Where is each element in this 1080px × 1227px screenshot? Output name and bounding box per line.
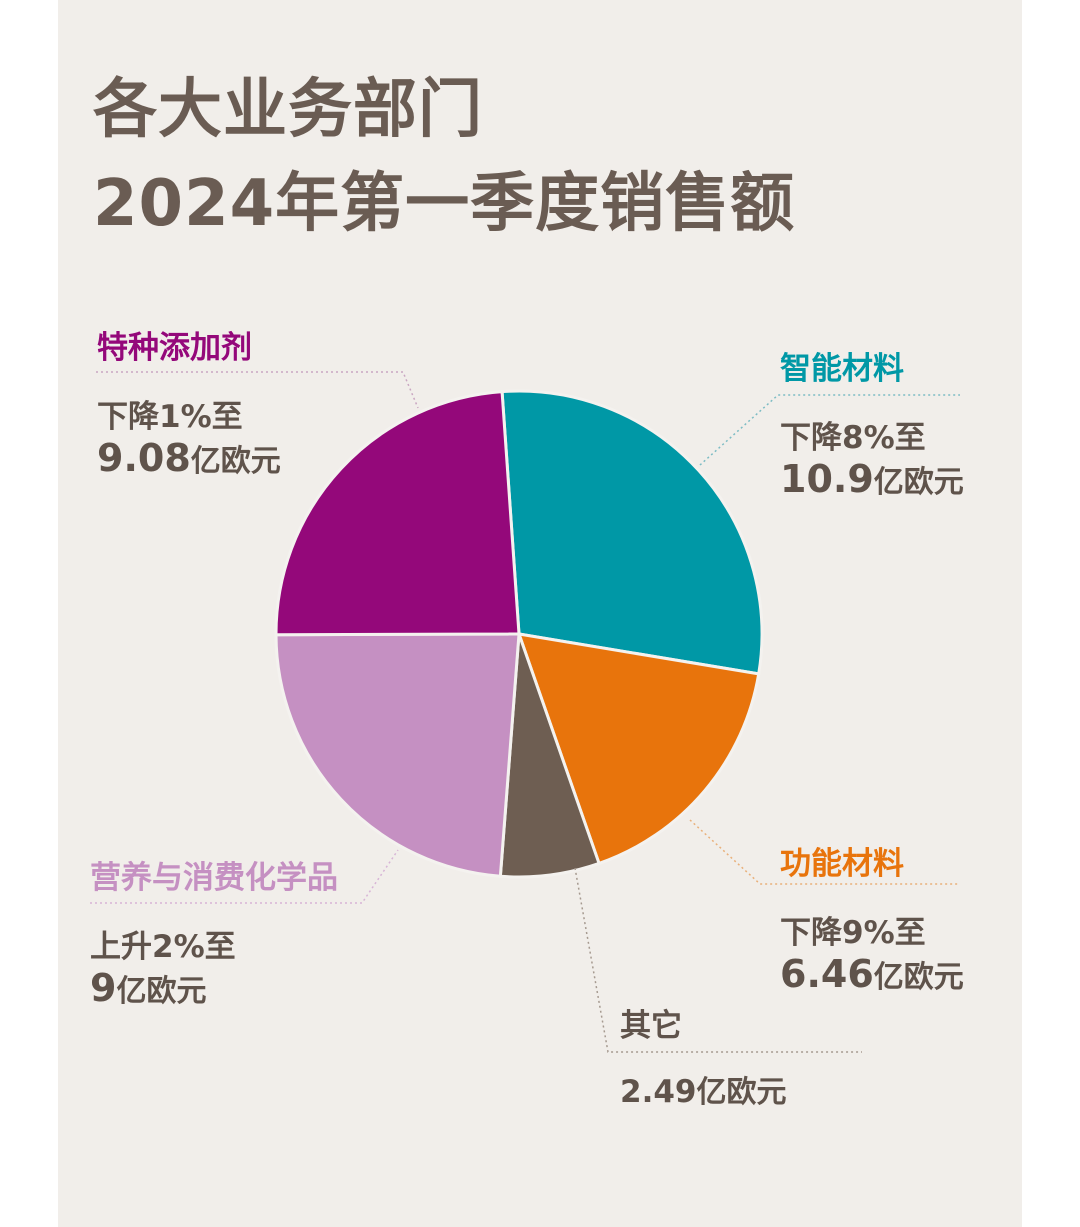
segment-name-other: 其它 [620,1008,682,1044]
leader-line-2 [689,819,960,885]
segment-name-specialty-additives: 特种添加剂 [97,330,252,366]
pie-slice-4 [274,389,521,637]
segment-name-nutrition: 营养与消费化学品 [90,860,338,896]
amount-specialty-additives: 9.08亿欧元 [97,436,281,480]
pie-slices [274,389,764,879]
title-line-2: 2024年第一季度销售额 [93,167,796,241]
leader-line-3 [574,867,862,1053]
pie-slice-1 [516,632,761,866]
change-performance-materials: 下降9%至 [780,915,926,951]
change-nutrition: 上升2%至 [90,929,236,965]
amount-other: 2.49亿欧元 [620,1074,787,1110]
label-performance-materials: 功能材料 下降9%至 6.46亿欧元 [780,838,964,996]
amount-smart-materials: 10.9亿欧元 [780,457,964,501]
pie-slice-0 [500,389,764,676]
label-specialty-additives: 特种添加剂 下降1%至 9.08亿欧元 [97,322,281,480]
leader-lines [90,371,960,1053]
pie-slice-3 [274,632,521,878]
amount-performance-materials: 6.46亿欧元 [780,952,964,996]
label-smart-materials: 智能材料 下降8%至 10.9亿欧元 [780,343,964,501]
leader-line-4 [90,849,399,904]
segment-name-smart-materials: 智能材料 [780,351,904,387]
segment-name-performance-materials: 功能材料 [780,846,904,882]
change-specialty-additives: 下降1%至 [97,399,243,435]
amount-nutrition: 9亿欧元 [90,966,207,1010]
change-smart-materials: 下降8%至 [780,420,926,456]
leader-line-0 [96,371,419,409]
label-other: 其它 2.49亿欧元 [620,1000,787,1111]
label-nutrition: 营养与消费化学品 上升2%至 9亿欧元 [90,852,338,1010]
title-line-1: 各大业务部门 [93,73,483,147]
leader-line-1 [699,394,960,466]
